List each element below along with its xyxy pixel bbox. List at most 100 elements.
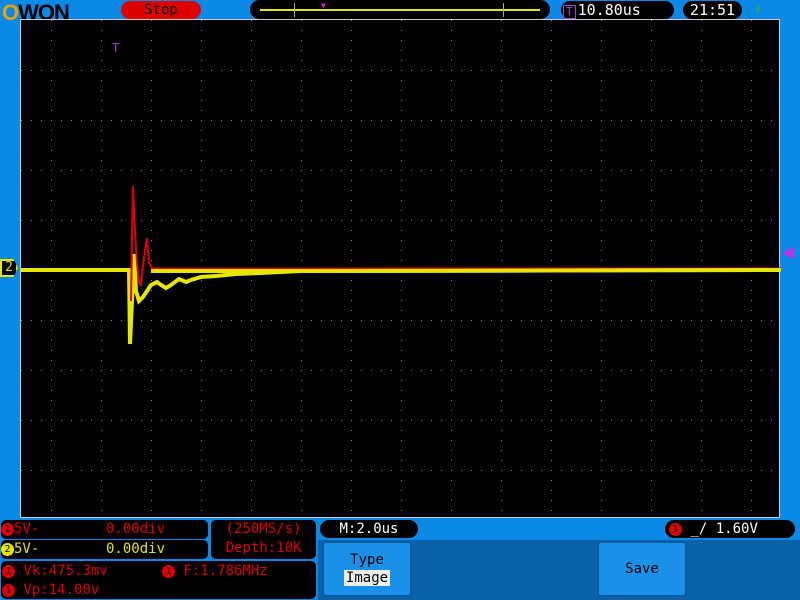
grid-dot: [701, 130, 702, 131]
grid-dot: [531, 370, 532, 371]
grid-dot: [541, 370, 542, 371]
grid-dot: [251, 200, 252, 201]
grid-dot: [501, 140, 502, 141]
grid-dot: [101, 360, 102, 361]
grid-dot: [751, 480, 752, 481]
grid-dot: [181, 170, 182, 171]
ch1-scale: 5V-: [14, 521, 40, 537]
grid-dot: [51, 350, 52, 351]
grid-dot: [201, 240, 202, 241]
grid-dot: [551, 330, 552, 331]
grid-dot: [621, 70, 622, 71]
grid-dot: [351, 200, 352, 201]
grid-dot: [41, 320, 42, 321]
grid-dot: [51, 370, 52, 371]
grid-dot: [251, 310, 252, 311]
grid-dot: [101, 490, 102, 491]
save-button[interactable]: Save: [597, 541, 687, 597]
grid-dot: [591, 70, 592, 71]
grid-dot: [201, 280, 202, 281]
grid-dot: [391, 370, 392, 371]
timebase[interactable]: M:2.0us: [320, 520, 418, 538]
grid-dot: [311, 120, 312, 121]
grid-dot: [331, 220, 332, 221]
grid-dot: [421, 320, 422, 321]
grid-dot: [461, 470, 462, 471]
grid-dot: [761, 320, 762, 321]
grid-dot: [401, 510, 402, 511]
type-button[interactable]: Type Image: [322, 541, 412, 597]
grid-dot: [751, 170, 752, 171]
grid-dot: [101, 430, 102, 431]
grid-dot: [471, 120, 472, 121]
ch1-info[interactable]: 1 5V- 0.00div: [1, 520, 208, 539]
grid-dot: [211, 420, 212, 421]
grid-dot: [351, 120, 352, 121]
grid-dot: [161, 420, 162, 421]
grid-dot: [251, 110, 252, 111]
grid-dot: [651, 410, 652, 411]
grid-dot: [581, 170, 582, 171]
run-state-indicator[interactable]: Stop: [121, 1, 201, 19]
grid-dot: [131, 470, 132, 471]
grid-dot: [501, 60, 502, 61]
grid-dot: [401, 470, 402, 471]
trigger-level-marker-icon[interactable]: [782, 247, 794, 259]
ch2-level-marker[interactable]: 2: [0, 259, 18, 277]
grid-dot: [691, 370, 692, 371]
grid-dot: [551, 170, 552, 171]
grid-dot: [201, 90, 202, 91]
grid-dot: [241, 170, 242, 171]
grid-dot: [371, 170, 372, 171]
grid-dot: [371, 70, 372, 71]
grid-dot: [201, 160, 202, 161]
grid-dot: [201, 200, 202, 201]
waveform-display[interactable]: T: [20, 19, 781, 518]
ch2-info[interactable]: 2 5V- 0.00div: [1, 540, 208, 559]
grid-dot: [511, 320, 512, 321]
grid-dot: [721, 470, 722, 471]
grid-dot: [701, 110, 702, 111]
grid-dot: [141, 370, 142, 371]
grid-dot: [301, 150, 302, 151]
grid-dot: [581, 120, 582, 121]
grid-dot: [661, 370, 662, 371]
grid-dot: [521, 170, 522, 171]
grid-dot: [451, 440, 452, 441]
grid-dot: [331, 70, 332, 71]
grid-dot: [361, 170, 362, 171]
grid-dot: [301, 490, 302, 491]
grid-dot: [521, 320, 522, 321]
grid-dot: [191, 120, 192, 121]
grid-dot: [221, 170, 222, 171]
grid-dot: [271, 170, 272, 171]
trigger-info[interactable]: 1 _/ 1.60V: [665, 520, 795, 538]
grid-dot: [51, 50, 52, 51]
grid-dot: [301, 130, 302, 131]
grid-dot: [241, 420, 242, 421]
grid-dot: [601, 210, 602, 211]
grid-dot: [71, 370, 72, 371]
grid-dot: [751, 350, 752, 351]
grid-dot: [281, 320, 282, 321]
grid-dot: [501, 230, 502, 231]
grid-dot: [101, 440, 102, 441]
grid-dot: [301, 390, 302, 391]
ch2-trace: [21, 253, 781, 345]
grid-dot: [701, 480, 702, 481]
memory-position-bar[interactable]: ▼: [250, 0, 550, 19]
grid-dot: [771, 120, 772, 121]
grid-dot: [651, 20, 652, 21]
grid-dot: [591, 220, 592, 221]
grid-dot: [701, 160, 702, 161]
grid-dot: [51, 70, 52, 71]
grid-dot: [651, 300, 652, 301]
grid-dot: [141, 220, 142, 221]
grid-dot: [611, 370, 612, 371]
grid-dot: [251, 480, 252, 481]
grid-dot: [191, 220, 192, 221]
grid-dot: [601, 290, 602, 291]
grid-dot: [751, 50, 752, 51]
grid-dot: [501, 430, 502, 431]
grid-dot: [291, 170, 292, 171]
